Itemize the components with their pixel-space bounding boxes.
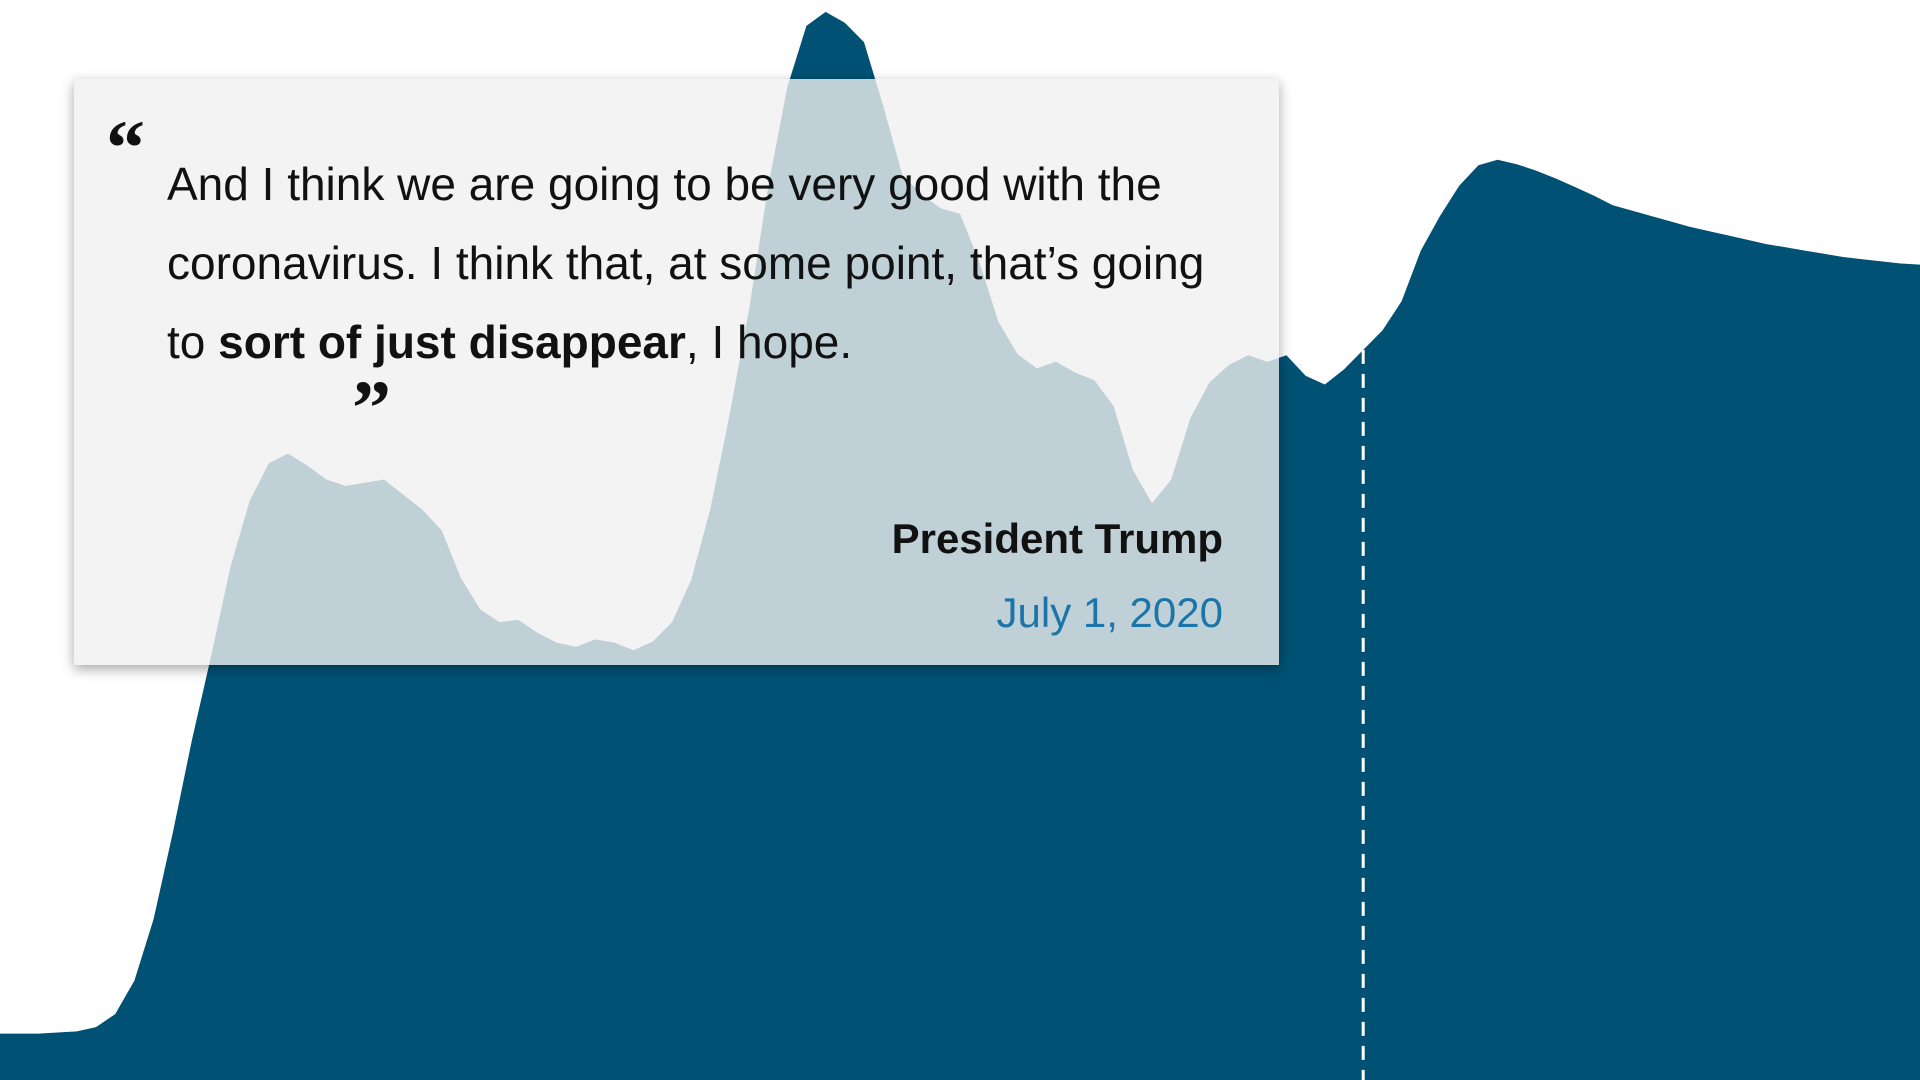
open-quote-mark: “ — [106, 104, 145, 191]
quote-text-start: And I think we are going to be very good… — [167, 158, 1205, 368]
quote-text: And I think we are going to be very good… — [167, 145, 1227, 382]
quote-text-end: , I hope. — [685, 316, 853, 368]
close-quote-mark: ” — [352, 364, 391, 451]
quote-card: “ And I think we are going to be very go… — [74, 79, 1279, 665]
quote-text-emphasis: sort of just disappear — [218, 316, 686, 368]
quote-speaker: President Trump — [891, 515, 1223, 562]
quote-date: July 1, 2020 — [996, 589, 1224, 636]
